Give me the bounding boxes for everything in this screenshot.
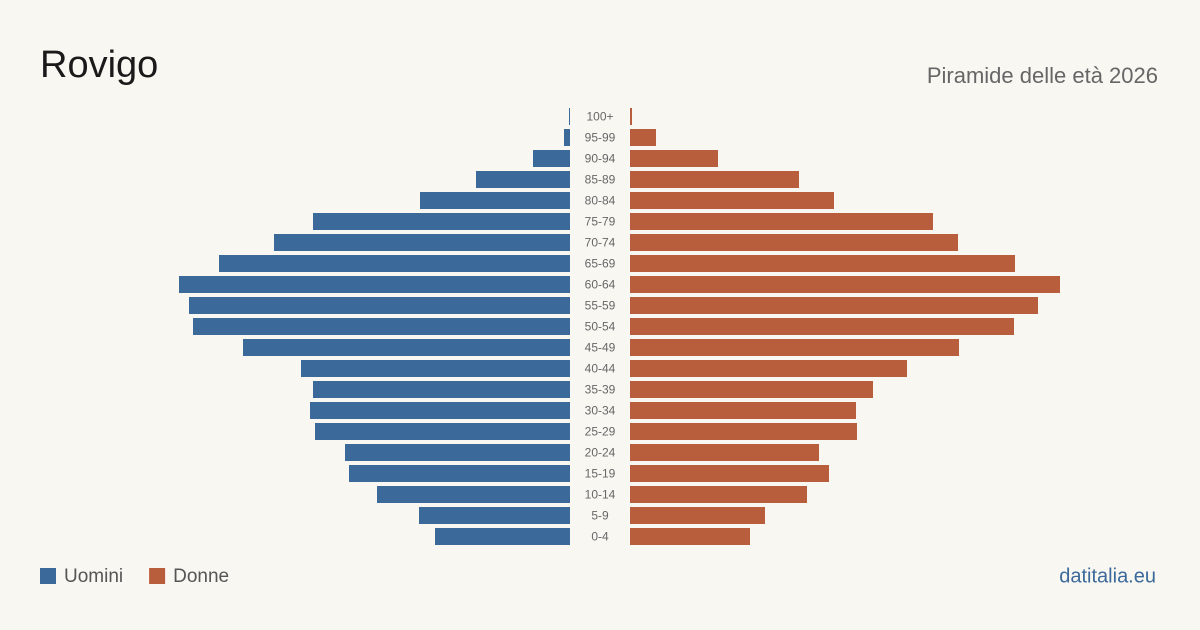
bar bbox=[315, 423, 570, 440]
age-label: 95-99 bbox=[585, 131, 616, 145]
age-label: 20-24 bbox=[585, 446, 616, 460]
bar bbox=[310, 402, 570, 419]
bar bbox=[219, 255, 570, 272]
bar bbox=[630, 339, 959, 356]
bar bbox=[349, 465, 570, 482]
bar bbox=[274, 234, 570, 251]
bar bbox=[435, 528, 570, 545]
age-label: 55-59 bbox=[585, 299, 616, 313]
bar bbox=[630, 486, 807, 503]
source[interactable]: datitalia.eu bbox=[1059, 565, 1156, 587]
age-label: 60-64 bbox=[585, 278, 616, 292]
bar bbox=[569, 108, 570, 125]
bar bbox=[301, 360, 570, 377]
age-label: 75-79 bbox=[585, 215, 616, 229]
bar bbox=[630, 402, 856, 419]
age-label: 45-49 bbox=[585, 341, 616, 355]
bar bbox=[313, 381, 570, 398]
age-label: 25-29 bbox=[585, 425, 616, 439]
bar bbox=[313, 213, 570, 230]
legend-swatch bbox=[40, 568, 56, 584]
age-label: 40-44 bbox=[585, 362, 616, 376]
bar bbox=[630, 255, 1015, 272]
age-label: 85-89 bbox=[585, 173, 616, 187]
bar bbox=[630, 360, 907, 377]
bar bbox=[630, 129, 656, 146]
legend-label: Donne bbox=[173, 566, 229, 587]
bar bbox=[630, 318, 1014, 335]
age-label: 100+ bbox=[586, 110, 613, 124]
bar bbox=[564, 129, 570, 146]
age-label: 10-14 bbox=[585, 488, 616, 502]
bar bbox=[630, 108, 632, 125]
bar bbox=[419, 507, 570, 524]
chart-title: Rovigo bbox=[40, 44, 158, 86]
bar bbox=[345, 444, 570, 461]
bar bbox=[630, 381, 873, 398]
chart-subtitle: Piramide delle età 2026 bbox=[927, 63, 1158, 88]
bar bbox=[630, 192, 834, 209]
age-label: 65-69 bbox=[585, 257, 616, 271]
bar bbox=[630, 234, 958, 251]
bar bbox=[630, 276, 1060, 293]
age-label: 0-4 bbox=[591, 530, 609, 544]
bar bbox=[377, 486, 570, 503]
bar bbox=[630, 423, 857, 440]
age-label: 30-34 bbox=[585, 404, 616, 418]
bar bbox=[420, 192, 570, 209]
age-label: 80-84 bbox=[585, 194, 616, 208]
age-label: 5-9 bbox=[591, 509, 609, 523]
bar bbox=[179, 276, 570, 293]
bar bbox=[630, 444, 819, 461]
age-label: 50-54 bbox=[585, 320, 616, 334]
bar bbox=[630, 507, 765, 524]
legend-swatch bbox=[149, 568, 166, 584]
bar bbox=[533, 150, 570, 167]
bar bbox=[243, 339, 570, 356]
bar bbox=[630, 171, 799, 188]
bar bbox=[193, 318, 570, 335]
age-label: 70-74 bbox=[585, 236, 616, 250]
bar bbox=[189, 297, 570, 314]
bar bbox=[630, 150, 718, 167]
age-label: 15-19 bbox=[585, 467, 616, 481]
bar bbox=[630, 213, 933, 230]
bar bbox=[630, 528, 750, 545]
bar bbox=[476, 171, 570, 188]
age-label: 35-39 bbox=[585, 383, 616, 397]
bar bbox=[630, 465, 829, 482]
bar bbox=[630, 297, 1038, 314]
age-label: 90-94 bbox=[585, 152, 616, 166]
legend-label: Uomini bbox=[64, 566, 123, 587]
